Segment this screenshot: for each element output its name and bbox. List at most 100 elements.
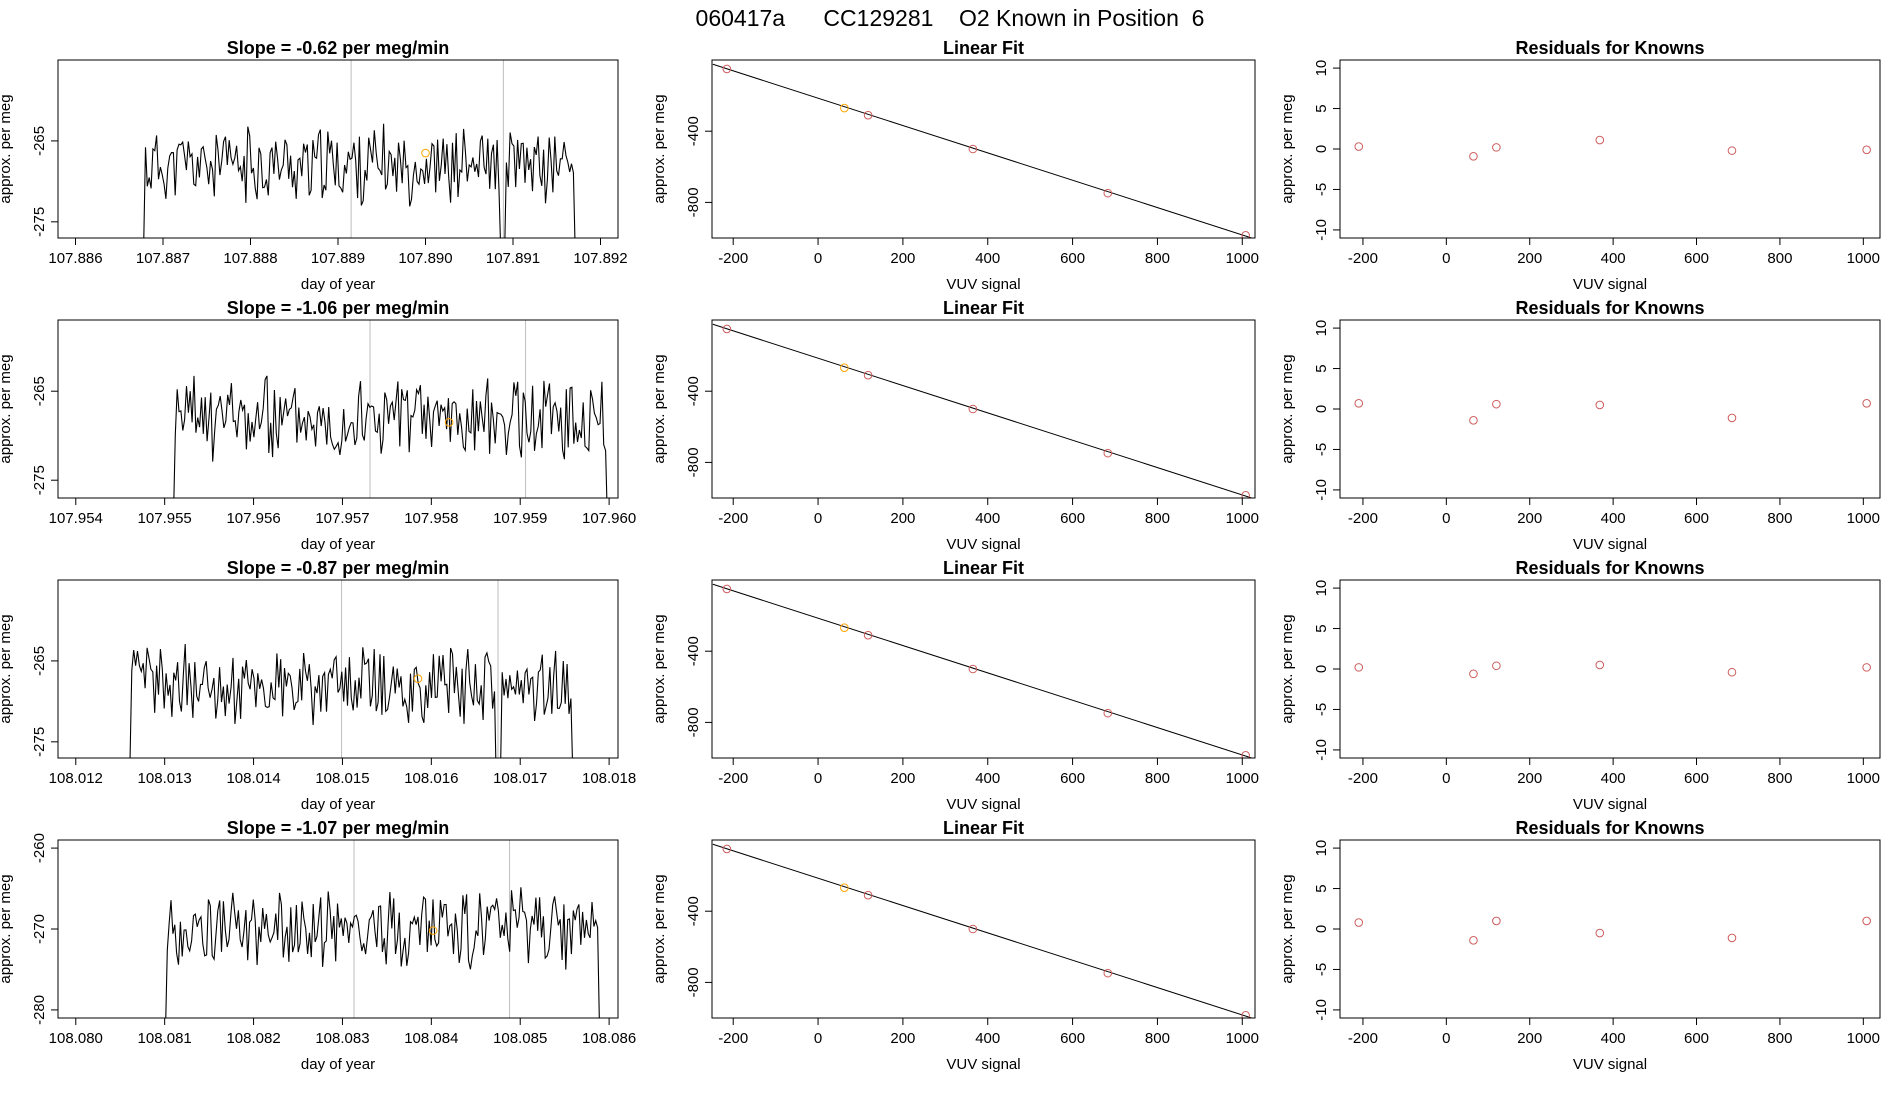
- y-tick-label: -260: [31, 833, 48, 863]
- highlight-point: [840, 363, 849, 373]
- x-tick-label: 0: [1442, 250, 1450, 267]
- data-point: [1595, 135, 1605, 145]
- x-tick-label: 108.083: [315, 1030, 369, 1047]
- highlight-point: [428, 926, 438, 935]
- x-tick-label: 107.956: [226, 510, 280, 527]
- y-axis-label: approx. per meg: [0, 354, 14, 463]
- x-axis-label: day of year: [301, 796, 375, 813]
- x-tick-label: 0: [814, 510, 822, 527]
- plot-frame: [711, 59, 1256, 239]
- panel-1-1: Linear Fit VUV signal approx. per meg -200 0…: [651, 298, 1259, 553]
- x-tick-label: -200: [1348, 1030, 1378, 1047]
- x-tick-label: 200: [890, 770, 915, 787]
- data-point: [968, 924, 978, 934]
- x-tick-label: 1000: [1847, 510, 1880, 527]
- y-tick-label: -5: [1313, 443, 1330, 456]
- data-point: [1241, 491, 1250, 498]
- y-axis-label: approx. per meg: [651, 94, 668, 203]
- x-tick-label: 400: [1601, 770, 1626, 787]
- panel-title: Residuals for Knowns: [1515, 298, 1704, 318]
- data-point: [863, 890, 873, 900]
- y-axis-label: approx. per meg: [0, 94, 14, 203]
- x-tick-label: 600: [1060, 510, 1085, 527]
- panel-title: Residuals for Knowns: [1515, 818, 1704, 838]
- data-point: [722, 64, 732, 74]
- panel-1-0: Slope = -1.06 per meg/min day of year appr…: [0, 298, 636, 553]
- x-tick-label: 107.955: [138, 510, 192, 527]
- plot-frame: [711, 579, 1256, 759]
- fit-line: [712, 323, 1254, 498]
- data-point: [1469, 669, 1478, 679]
- data-point: [1469, 936, 1478, 945]
- x-tick-label: 200: [890, 250, 915, 267]
- x-tick-label: 800: [1767, 1030, 1792, 1047]
- x-tick-label: 0: [814, 1030, 822, 1047]
- x-tick-label: 400: [975, 510, 1000, 527]
- x-axis-label: VUV signal: [1573, 796, 1647, 813]
- data-point: [1492, 399, 1501, 409]
- y-tick-label: -10: [1313, 219, 1330, 241]
- x-tick-label: 800: [1145, 770, 1170, 787]
- highlight-point: [840, 623, 849, 633]
- y-axis-label: approx. per meg: [651, 874, 668, 983]
- x-tick-label: 107.954: [49, 510, 103, 527]
- plot-area: [712, 63, 1254, 238]
- y-tick-label: 0: [1313, 145, 1330, 153]
- data-point: [1862, 145, 1871, 155]
- x-tick-label: 108.018: [582, 770, 636, 787]
- plot-area: [1354, 916, 1871, 945]
- y-tick-label: 5: [1313, 624, 1330, 632]
- data-point: [1241, 1011, 1250, 1018]
- highlight-point: [413, 674, 423, 684]
- plot-area: [165, 840, 600, 1018]
- panel-2-2: Residuals for Knowns VUV signal approx. pe…: [1279, 558, 1881, 813]
- x-tick-label: 0: [814, 250, 822, 267]
- x-axis-label: VUV signal: [946, 796, 1020, 813]
- x-axis-label: day of year: [301, 1056, 375, 1073]
- x-tick-label: 400: [975, 1030, 1000, 1047]
- panel-title: Slope = -0.87 per meg/min: [227, 558, 450, 578]
- data-point: [1595, 660, 1605, 670]
- y-axis-label: approx. per meg: [0, 874, 14, 983]
- x-tick-label: -200: [1348, 250, 1378, 267]
- data-point: [863, 630, 873, 640]
- y-tick-label: -800: [685, 447, 702, 477]
- panel-title: Slope = -1.06 per meg/min: [227, 298, 450, 318]
- plot-frame: [57, 59, 619, 239]
- panel-title: Slope = -1.07 per meg/min: [227, 818, 450, 838]
- y-tick-label: -270: [31, 914, 48, 944]
- data-trace: [173, 375, 608, 498]
- panel-3-0: Slope = -1.07 per meg/min day of year appr…: [0, 818, 636, 1073]
- data-trace: [129, 643, 573, 758]
- x-axis-label: VUV signal: [1573, 536, 1647, 553]
- figure-title: 060417a CC129281 O2 Known in Position 6: [696, 5, 1205, 31]
- y-axis-label: approx. per meg: [1279, 874, 1296, 983]
- y-axis-label: approx. per meg: [651, 614, 668, 723]
- x-tick-label: 107.888: [223, 250, 277, 267]
- y-tick-label: 0: [1313, 925, 1330, 933]
- x-tick-label: 107.958: [404, 510, 458, 527]
- y-tick-label: -800: [685, 967, 702, 997]
- y-tick-label: -280: [31, 995, 48, 1025]
- fit-line: [712, 63, 1254, 238]
- x-tick-label: 400: [1601, 510, 1626, 527]
- panel-title: Linear Fit: [943, 558, 1024, 578]
- y-axis-label: approx. per meg: [1279, 614, 1296, 723]
- x-tick-label: 200: [1517, 770, 1542, 787]
- panel-title: Linear Fit: [943, 38, 1024, 58]
- y-axis-label: approx. per meg: [1279, 354, 1296, 463]
- y-tick-label: -265: [31, 376, 48, 406]
- data-point: [1469, 416, 1478, 425]
- y-tick-label: -800: [685, 707, 702, 737]
- x-tick-label: 108.016: [404, 770, 458, 787]
- data-point: [1492, 916, 1501, 926]
- x-tick-label: 200: [890, 1030, 915, 1047]
- x-tick-label: 1000: [1847, 250, 1880, 267]
- x-tick-label: 108.086: [582, 1030, 636, 1047]
- x-tick-label: 107.887: [136, 250, 190, 267]
- x-tick-label: 800: [1145, 1030, 1170, 1047]
- plot-area: [1354, 399, 1871, 425]
- x-tick-label: 108.082: [226, 1030, 280, 1047]
- panel-2-1: Linear Fit VUV signal approx. per meg -200 0…: [651, 558, 1259, 813]
